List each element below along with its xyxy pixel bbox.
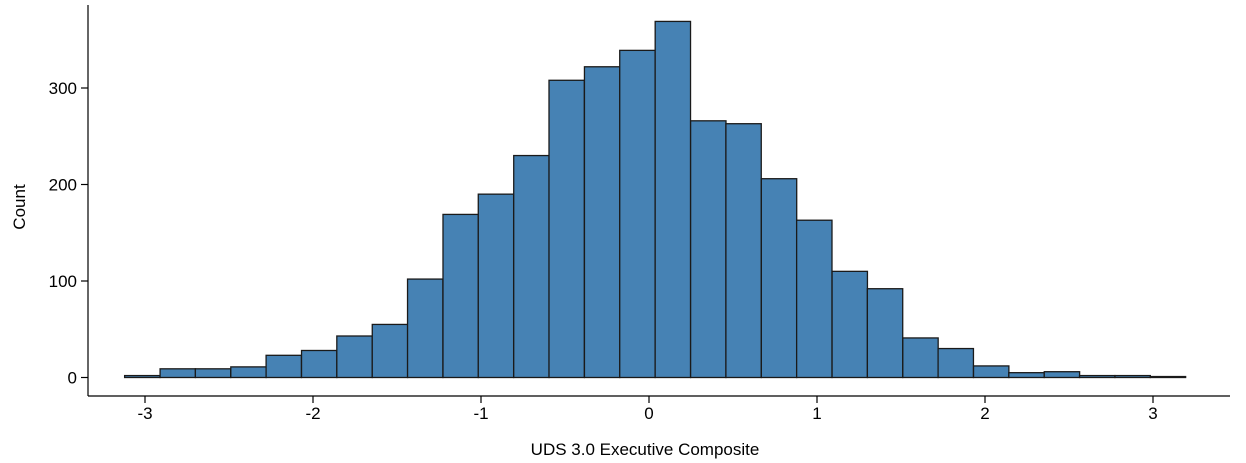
histogram-bar-16 (689, 120, 727, 379)
histogram-bar-1 (159, 368, 197, 379)
histogram-bar-24 (972, 365, 1010, 379)
histogram-bar-17 (725, 123, 762, 379)
histogram-bar-26 (1043, 371, 1081, 379)
x-tick-label-4: 1 (812, 404, 821, 423)
histogram-bar-25 (1008, 372, 1045, 379)
histogram-bar-7 (371, 323, 409, 379)
histogram-bar-4 (265, 354, 303, 379)
histogram-bar-18 (760, 178, 798, 379)
histogram-bar-29 (1149, 375, 1187, 379)
x-axis-ticks: -3 -2 -1 0 1 2 3 (137, 396, 1158, 423)
histogram-bar-6 (336, 335, 373, 379)
y-tick-label-3: 300 (49, 79, 77, 98)
histogram-bar-27 (1078, 374, 1116, 379)
y-tick-label-1: 100 (49, 272, 77, 291)
histogram-bar-15 (654, 20, 692, 379)
histogram-bar-22 (902, 337, 939, 379)
histogram-bar-12 (548, 79, 586, 379)
histogram-bar-20 (831, 270, 869, 379)
x-tick-label-2: -1 (473, 404, 488, 423)
histogram-bar-14 (619, 49, 656, 379)
x-tick-label-0: -3 (137, 404, 152, 423)
x-tick-label-6: 3 (1148, 404, 1157, 423)
histogram-bar-19 (795, 219, 833, 379)
x-axis-title: UDS 3.0 Executive Composite (531, 440, 760, 459)
histogram-bar-9 (442, 213, 479, 379)
histogram-bar-21 (866, 288, 904, 379)
histogram-bar-10 (477, 193, 515, 379)
histogram-bar-13 (583, 66, 621, 379)
histogram-bar-11 (513, 154, 550, 379)
y-tick-label-2: 200 (49, 176, 77, 195)
y-axis-title: Count (10, 184, 29, 230)
histogram-bar-5 (300, 349, 338, 379)
histogram-bar-3 (230, 366, 267, 379)
y-tick-label-0: 0 (68, 369, 77, 388)
y-axis-ticks: 0 100 200 300 (49, 79, 88, 388)
histogram-bar-2 (194, 368, 232, 379)
x-tick-label-5: 2 (980, 404, 989, 423)
histogram-bar-8 (406, 278, 444, 379)
histogram-bar-28 (1114, 374, 1151, 379)
histogram-bar-23 (937, 347, 975, 379)
histogram-bars (123, 20, 1187, 379)
x-tick-label-3: 0 (644, 404, 653, 423)
x-tick-label-1: -2 (305, 404, 320, 423)
histogram-bar-0 (123, 374, 161, 379)
